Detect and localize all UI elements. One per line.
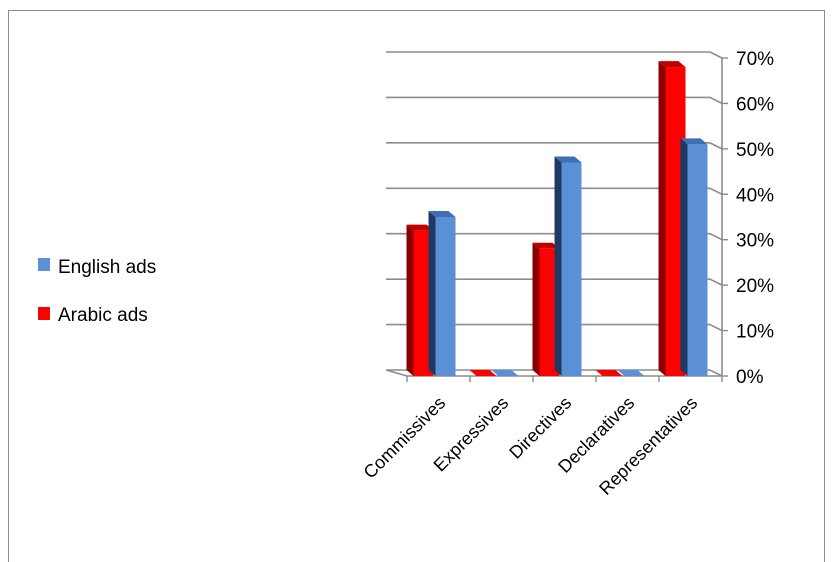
bar-english-declaratives bbox=[617, 370, 645, 376]
y-tick-label: 40% bbox=[736, 185, 774, 206]
y-tick-label: 70% bbox=[736, 49, 774, 70]
gridline bbox=[386, 51, 723, 59]
bars bbox=[406, 61, 708, 376]
x-axis-categories: CommissivesExpressivesDirectivesDeclarat… bbox=[360, 393, 702, 499]
gridline bbox=[386, 187, 723, 196]
bar-english-representatives bbox=[680, 138, 708, 376]
y-axis-ticks: 0% 10% 20% 30% 40% 50% 60% 70% bbox=[736, 49, 774, 388]
bar-arabic-declaratives bbox=[595, 370, 623, 376]
bar-english-commissives bbox=[428, 211, 456, 376]
bar-flat bbox=[491, 370, 519, 376]
bar-flat bbox=[595, 370, 623, 376]
y-tick-label: 30% bbox=[736, 231, 774, 252]
y-tick-label: 0% bbox=[736, 367, 764, 388]
bar-top bbox=[680, 138, 708, 145]
legend-swatch-arabic bbox=[38, 307, 50, 320]
bar-arabic-expressives bbox=[469, 370, 497, 376]
bar-top bbox=[554, 156, 582, 163]
bar-english-expressives bbox=[491, 370, 519, 376]
gridlines bbox=[385, 51, 728, 382]
gridline bbox=[386, 142, 723, 150]
bar-side bbox=[406, 224, 414, 376]
y-tick-label: 20% bbox=[736, 276, 774, 297]
chart-frame bbox=[8, 10, 825, 562]
bar-english-directives bbox=[554, 156, 582, 376]
bar-top bbox=[406, 224, 434, 231]
gridline bbox=[386, 96, 723, 105]
y-tick-label: 10% bbox=[736, 322, 774, 343]
gridline bbox=[386, 323, 723, 332]
legend-swatch-english bbox=[38, 258, 50, 271]
bar-top bbox=[658, 61, 686, 68]
bar-flat bbox=[469, 370, 497, 376]
y-tick-label: 60% bbox=[736, 94, 774, 115]
bar-side bbox=[428, 211, 436, 376]
legend: English ads Arabic ads bbox=[38, 257, 156, 326]
bar-side bbox=[658, 61, 666, 376]
bar-front bbox=[561, 162, 582, 376]
legend-label-arabic: Arabic ads bbox=[58, 305, 148, 326]
bar-front bbox=[435, 217, 456, 376]
bar-side bbox=[532, 242, 540, 376]
y-tick-label: 50% bbox=[736, 140, 774, 161]
bar-flat bbox=[617, 370, 645, 376]
bar-front bbox=[687, 144, 708, 376]
bar-top bbox=[532, 242, 560, 249]
x-category-label: Commissives bbox=[360, 393, 450, 483]
bar-side bbox=[680, 138, 688, 376]
gridline bbox=[386, 278, 723, 286]
gridline bbox=[386, 232, 723, 241]
legend-label-english: English ads bbox=[58, 257, 156, 278]
bar-side bbox=[554, 156, 562, 376]
bar-top bbox=[428, 211, 456, 217]
